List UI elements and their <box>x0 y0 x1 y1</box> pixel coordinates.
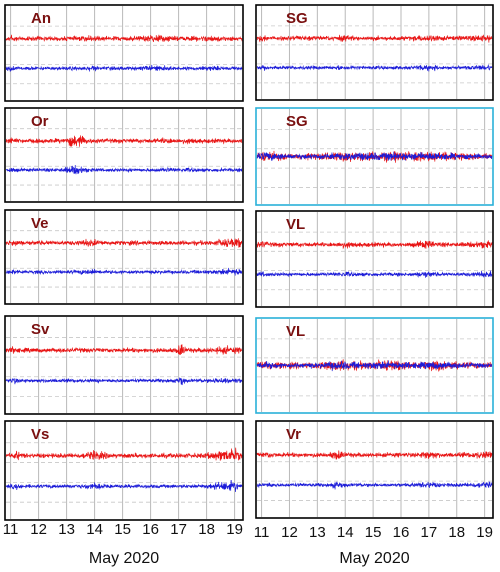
series-blue-trace <box>5 479 243 493</box>
panel-label: Or <box>31 113 49 130</box>
panel-2-5: Vr <box>255 420 494 519</box>
panel-1-4: Sv <box>4 315 244 415</box>
series-blue-trace <box>256 360 493 372</box>
series-blue-trace <box>256 270 493 278</box>
x-tick-label: 19 <box>476 524 493 541</box>
series-blue-trace <box>5 165 243 175</box>
x-tick-label: 12 <box>30 521 47 538</box>
panel-frame <box>255 107 494 206</box>
x-tick-label: 16 <box>142 521 159 538</box>
x-tick-label: 13 <box>309 524 326 541</box>
series-red-trace <box>5 238 243 248</box>
series-red-trace <box>5 34 243 43</box>
series-blue-trace <box>5 64 243 72</box>
panel-label: SG <box>286 10 308 27</box>
panel-label: VL <box>286 323 305 340</box>
series-red-trace <box>256 450 493 460</box>
x-tick-label: 16 <box>393 524 410 541</box>
series-blue-trace <box>256 64 493 72</box>
x-tick-label: 11 <box>254 524 270 541</box>
panel-1-2: Or <box>4 107 244 203</box>
panel-2-1: SG <box>255 4 494 101</box>
series-red-trace <box>256 34 493 43</box>
x-tick-label: 13 <box>58 521 75 538</box>
panel-frame <box>255 420 494 519</box>
x-tick-label: 19 <box>226 521 243 538</box>
panel-background <box>5 421 243 520</box>
panel-background <box>256 421 493 518</box>
panel-background <box>5 108 243 202</box>
series-blue-trace <box>5 267 243 276</box>
panel-frame <box>255 4 494 101</box>
series-blue-trace <box>5 377 243 386</box>
panel-background <box>5 316 243 414</box>
panel-label: Vr <box>286 426 301 443</box>
x-tick-label: 17 <box>170 521 187 538</box>
x-tick-label: 18 <box>198 521 215 538</box>
x-tick-label: 17 <box>421 524 438 541</box>
panel-frame <box>255 317 494 414</box>
series-red-trace <box>5 135 243 147</box>
panel-1-3: Ve <box>4 209 244 305</box>
panel-background <box>256 211 493 307</box>
panel-frame <box>4 4 244 102</box>
panel-frame <box>255 210 494 308</box>
panel-label: Ve <box>31 215 49 232</box>
panel-frame <box>4 209 244 305</box>
x-tick-label: 14 <box>337 524 354 541</box>
series-red-trace <box>5 447 243 461</box>
series-red-trace <box>256 240 493 250</box>
panel-label: VL <box>286 216 305 233</box>
x-axis-label: May 2020 <box>89 550 159 567</box>
panel-label: SG <box>286 113 308 130</box>
panel-2-2: SG <box>255 107 494 206</box>
x-tick-label: 15 <box>365 524 382 541</box>
panel-label: Sv <box>31 321 50 338</box>
series-blue-trace <box>256 481 493 490</box>
panel-background <box>5 5 243 101</box>
panel-2-4: VL <box>255 317 494 414</box>
panel-frame <box>4 420 244 521</box>
x-tick-label: 12 <box>281 524 298 541</box>
series-red-trace <box>5 344 243 355</box>
panel-background <box>5 210 243 304</box>
panel-1-5: Vs <box>4 420 244 521</box>
panel-2-3: VL <box>255 210 494 308</box>
x-tick-label: 11 <box>3 521 19 538</box>
series-blue-trace <box>256 151 493 161</box>
panel-1-1: An <box>4 4 244 102</box>
panel-frame <box>4 107 244 203</box>
panel-frame <box>4 315 244 415</box>
x-tick-label: 15 <box>114 521 131 538</box>
x-axis-label: May 2020 <box>339 550 409 567</box>
panel-label: An <box>31 10 51 27</box>
x-tick-label: 14 <box>86 521 103 538</box>
panel-background <box>256 5 493 100</box>
panel-label: Vs <box>31 426 49 443</box>
x-tick-label: 18 <box>448 524 465 541</box>
